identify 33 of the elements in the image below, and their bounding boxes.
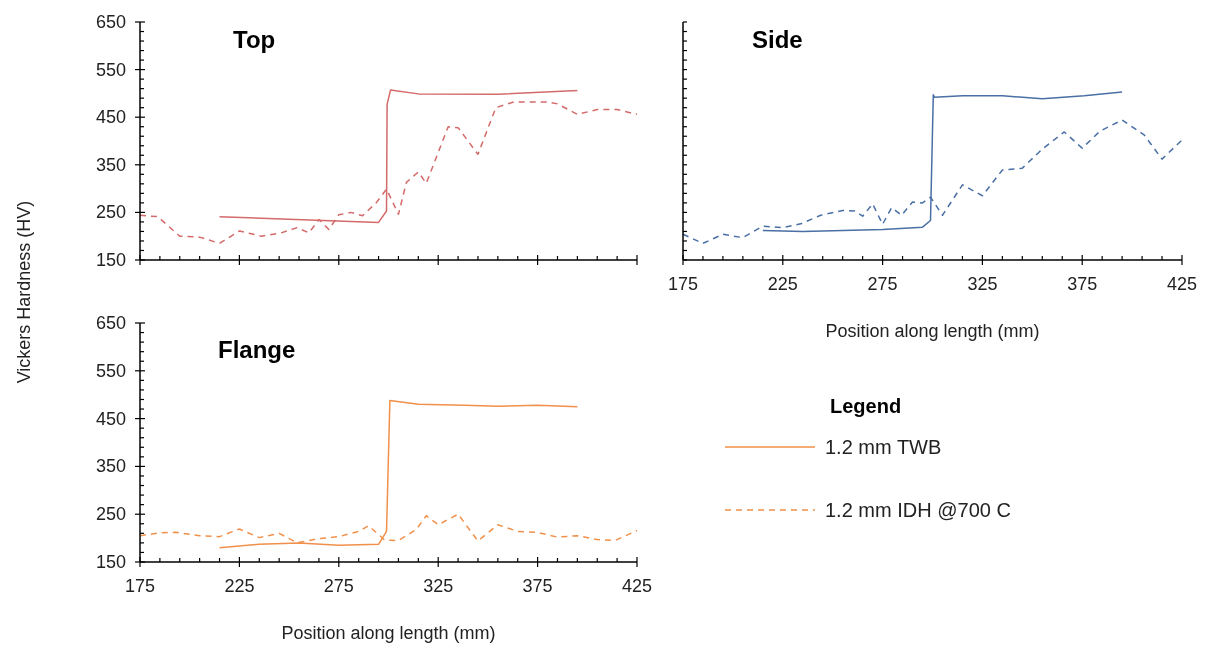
x-tick-label: 275 bbox=[323, 576, 354, 596]
legend-label: 1.2 mm TWB bbox=[825, 436, 942, 458]
legend-label: 1.2 mm IDH @700 C bbox=[825, 499, 1011, 521]
y-axis-title: Vickers Hardness (HV) bbox=[14, 200, 34, 384]
x-tick-label: 225 bbox=[767, 274, 798, 294]
x-axis-title: Position along length (mm) bbox=[281, 623, 496, 643]
x-tick-label: 175 bbox=[124, 576, 156, 596]
y-tick-label: 550 bbox=[95, 59, 126, 80]
y-tick-label: 450 bbox=[95, 107, 126, 128]
x-tick-label: 425 bbox=[621, 576, 653, 596]
x-tick-label: 325 bbox=[967, 274, 998, 294]
legend-title: Legend bbox=[830, 395, 902, 417]
y-tick-label: 450 bbox=[95, 408, 126, 429]
y-tick-label: 550 bbox=[95, 360, 126, 381]
y-tick-label: 150 bbox=[95, 552, 126, 572]
chart-title: Top bbox=[233, 26, 276, 53]
text: Flange bbox=[218, 336, 296, 363]
x-tick-label: 175 bbox=[667, 274, 699, 294]
x-axis-title: Position along length (mm) bbox=[825, 321, 1040, 341]
y-tick-label: 250 bbox=[95, 504, 126, 525]
x-tick-label: 375 bbox=[522, 576, 553, 596]
chart-title: Side bbox=[752, 26, 803, 53]
y-tick-label: 350 bbox=[95, 154, 126, 175]
x-tick-label: 325 bbox=[423, 576, 454, 596]
y-tick-label: 150 bbox=[95, 250, 126, 270]
x-tick-label: 375 bbox=[1067, 274, 1098, 294]
x-tick-label: 425 bbox=[1166, 274, 1198, 294]
y-tick-label: 650 bbox=[95, 313, 126, 333]
y-tick-label: 650 bbox=[95, 12, 126, 32]
y-tick-label: 350 bbox=[95, 456, 126, 477]
y-tick-label: 250 bbox=[95, 202, 126, 223]
x-tick-label: 275 bbox=[867, 274, 898, 294]
x-tick-label: 225 bbox=[224, 576, 255, 596]
